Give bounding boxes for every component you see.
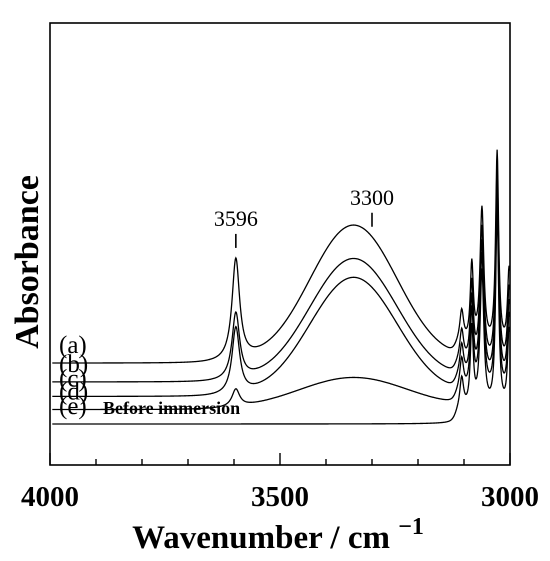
- series-label: (a): [59, 332, 87, 359]
- x-axis-ticks: [49, 453, 511, 465]
- series-label: (c): [59, 365, 87, 392]
- series-line: [52, 211, 511, 425]
- series-line: [52, 168, 511, 383]
- series-label: (b): [59, 351, 88, 378]
- x-tick-label: 4000: [21, 481, 79, 513]
- series-label: (e): [59, 393, 87, 420]
- series-line: [52, 183, 511, 398]
- peak-label: 3300: [350, 185, 394, 210]
- peak-label: 3596: [214, 206, 258, 231]
- x-tick-label: 3000: [481, 481, 539, 513]
- x-tick-labels: 4000 3500 3000: [21, 481, 539, 513]
- series-labels: (a)(b)(c)(d)(e) Before immersion: [59, 332, 240, 420]
- series-lines: [52, 149, 511, 425]
- y-axis-label: Absorbance: [9, 175, 46, 349]
- x-tick-label: 3500: [251, 481, 309, 513]
- x-axis-label-text: Wavenumber / cm: [132, 520, 390, 556]
- series-line: [52, 149, 511, 364]
- series-label: (d): [59, 379, 88, 406]
- series-line: [52, 195, 511, 411]
- x-axis-label-superscript: −1: [398, 514, 424, 540]
- series-label-extra: Before immersion: [103, 398, 240, 418]
- x-axis-label: Wavenumber / cm −1: [132, 514, 424, 556]
- peak-annotations: 3596 3300: [214, 185, 394, 248]
